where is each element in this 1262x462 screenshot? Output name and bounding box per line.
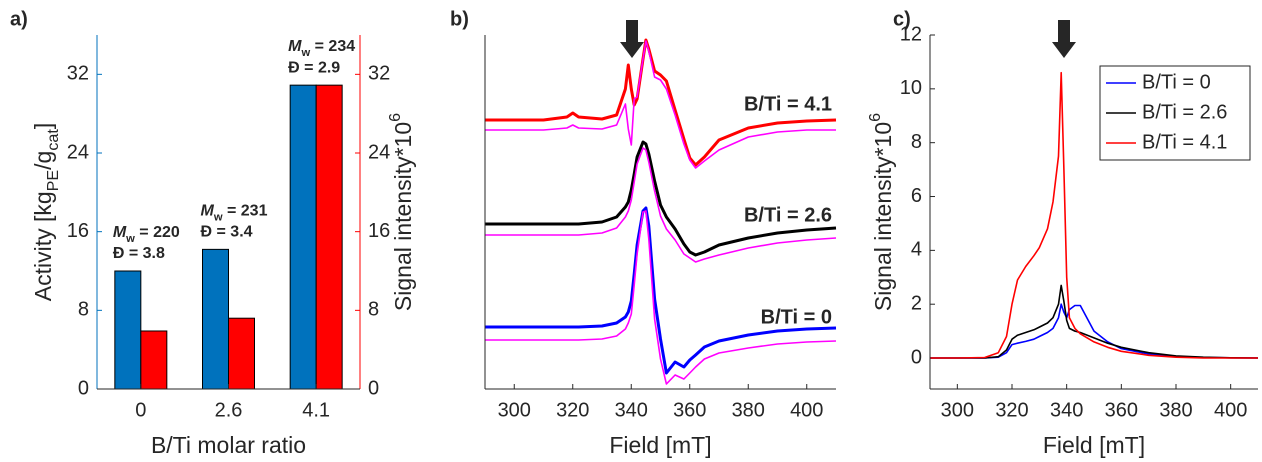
y-tick-label: 0	[78, 377, 89, 399]
x-tick-label: 400	[1214, 399, 1247, 421]
text-part: = 220	[135, 224, 180, 241]
bar	[289, 84, 317, 390]
y-tick-label: 10	[900, 77, 922, 99]
x-axis-label: Field [mT]	[1043, 432, 1145, 458]
series-label: B/Ti = 4.1	[744, 93, 832, 115]
text-part: ]	[30, 123, 56, 129]
annotation: Mw = 220	[113, 224, 180, 245]
y-tick-label: 2	[911, 292, 922, 314]
y-tick-label: 32	[67, 63, 89, 85]
text-part: PE	[44, 170, 62, 192]
x-tick-label: 4.1	[302, 399, 330, 421]
text-part: 6	[866, 113, 884, 122]
line-series	[930, 71, 1258, 359]
annotation: Mw = 231	[201, 203, 268, 224]
y2-tick-label: 16	[368, 220, 390, 242]
x-tick-label: 320	[556, 399, 589, 421]
text-part: M	[113, 224, 127, 241]
x-tick-label: 360	[1105, 399, 1138, 421]
x-tick-label: 320	[995, 399, 1028, 421]
text-part: Signal intensity*10	[390, 122, 416, 311]
text-part: cat	[44, 129, 62, 151]
line-series	[485, 40, 836, 169]
y-tick-label: 8	[78, 299, 89, 321]
x-tick-label: 0	[135, 399, 146, 421]
y-tick-label: 4	[911, 239, 922, 261]
bar	[114, 270, 142, 390]
x-tick-label: 300	[941, 399, 974, 421]
panel-label: b)	[450, 8, 469, 30]
bar	[315, 84, 343, 390]
y2-tick-label: 0	[368, 377, 379, 399]
y-tick-label: 24	[67, 141, 89, 163]
text-part: w	[213, 211, 223, 223]
x-tick-label: 340	[1050, 399, 1083, 421]
line-series	[930, 284, 1259, 359]
line-series	[485, 210, 837, 385]
y-axis-label: Activity [kgPE/gcat]	[30, 123, 62, 301]
bar	[228, 317, 255, 390]
x-tick-label: 340	[615, 399, 648, 421]
annotation: Đ = 3.8	[113, 245, 165, 262]
y-tick-label: 16	[67, 220, 89, 242]
y2-tick-label: 8	[368, 299, 379, 321]
line-series	[485, 147, 837, 263]
y-tick-label: 8	[911, 131, 922, 153]
bar	[140, 330, 168, 390]
arrow	[620, 20, 644, 58]
x-tick-label: 300	[498, 399, 531, 421]
text-part: = 234	[310, 38, 355, 55]
text-part: = 231	[223, 203, 268, 220]
y2-axis-label: Signal intensity*106	[386, 113, 416, 311]
panel-label: c)	[893, 8, 911, 30]
text-part: w	[125, 233, 135, 245]
text-part: /g	[30, 151, 56, 170]
x-axis-label: B/Ti molar ratio	[151, 432, 306, 458]
y-tick-label: 6	[911, 185, 922, 207]
bar	[202, 248, 229, 390]
line-series	[485, 38, 837, 167]
line-series	[930, 303, 1259, 359]
line-series	[485, 140, 837, 257]
text-part: w	[300, 47, 310, 59]
legend-label: B/Ti = 4.1	[1142, 131, 1227, 153]
text-part: M	[288, 38, 302, 55]
text-part: 6	[386, 113, 404, 122]
x-tick-label: 380	[1159, 399, 1192, 421]
x-tick-label: 380	[732, 399, 765, 421]
annotation: Mw = 234	[288, 38, 355, 59]
text-part: M	[201, 203, 215, 220]
y2-tick-label: 24	[368, 141, 390, 163]
x-tick-label: 360	[673, 399, 706, 421]
y-tick-label: 12	[900, 23, 922, 45]
legend-label: B/Ti = 0	[1142, 71, 1211, 93]
x-tick-label: 400	[790, 399, 823, 421]
y-axis-label: Signal intensity*106	[866, 113, 896, 311]
series-label: B/Ti = 2.6	[744, 204, 832, 226]
annotation: Đ = 3.4	[201, 224, 253, 241]
y-tick-label: 0	[911, 346, 922, 368]
x-axis-label: Field [mT]	[609, 432, 711, 458]
arrow	[1052, 20, 1076, 58]
legend-label: B/Ti = 2.6	[1142, 101, 1227, 123]
series-label: B/Ti = 0	[761, 306, 832, 328]
line-series	[485, 206, 837, 375]
x-tick-label: 2.6	[215, 399, 243, 421]
panel-label: a)	[10, 8, 28, 30]
annotation: Đ = 2.9	[288, 59, 340, 76]
y2-tick-label: 32	[368, 63, 390, 85]
text-part: Activity [kg	[30, 191, 56, 301]
legend-box	[1099, 65, 1251, 161]
text-part: Signal intensity*10	[870, 122, 896, 311]
